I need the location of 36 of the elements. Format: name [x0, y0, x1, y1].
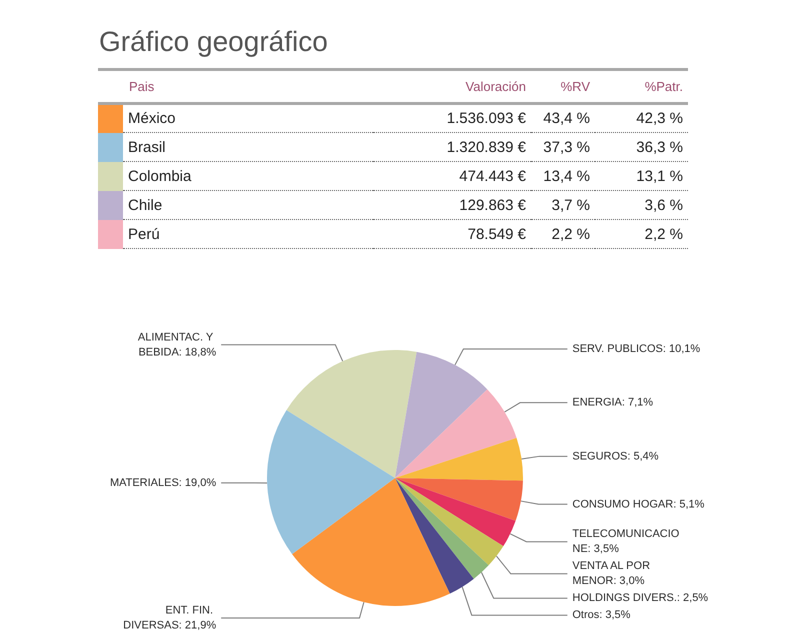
data-label: 129.863 € — [373, 190, 531, 220]
data-label: 42,3 % — [595, 104, 688, 132]
slice-label: HOLDINGS DIVERS.: 2,5% — [572, 592, 708, 604]
slice-label: SEGUROS: 5,4% — [572, 450, 659, 462]
slice-label: ENT. FIN. DIVERSAS: 21,9% — [123, 604, 216, 632]
category-label: Brasil — [123, 132, 373, 162]
slice-label: ALIMENTAC. Y BEBIDA: 18,8% — [138, 331, 216, 358]
text: %RV — [560, 78, 591, 96]
slice-label: VENTA AL POR MENOR: 3,0% — [572, 560, 654, 588]
slice-label: CONSUMO HOGAR: 5,1% — [572, 498, 705, 510]
text: Gráfico geográfico — [99, 25, 328, 59]
slice-label: TELECOMUNICACIONE: 3,5% — [572, 528, 680, 556]
category-label: Chile — [123, 190, 373, 220]
slice-label: Otros: 3,5% — [572, 609, 631, 622]
data-label: 78.549 € — [373, 220, 531, 248]
data-label: 1.536.093 € — [373, 104, 531, 132]
text: Valoración — [464, 78, 527, 96]
legend-title: Pais — [128, 78, 156, 96]
data-label: 36,3 % — [595, 132, 688, 162]
data-label: 2,2 % — [531, 220, 595, 248]
data-label: 43,4 % — [531, 104, 595, 132]
data-label: 1.320.839 € — [373, 132, 531, 162]
data-label: 13,4 % — [531, 162, 595, 190]
category-label: México — [123, 104, 373, 132]
text: %Patr. — [644, 78, 684, 96]
category-label: Perú — [123, 220, 373, 248]
data-label: 474.443 € — [373, 162, 531, 190]
slice-label: MATERIALES: 19,0% — [110, 476, 216, 489]
slice-label: ENERGIA: 7,1% — [572, 396, 654, 409]
data-label: 2,2 % — [595, 220, 688, 248]
data-label: 3,7 % — [531, 190, 595, 220]
data-label: 13,1 % — [595, 162, 688, 190]
data-label: 37,3 % — [531, 132, 595, 162]
data-label: 3,6 % — [595, 190, 688, 220]
category-label: Colombia — [123, 162, 373, 190]
slice-label: SERV. PUBLICOS: 10,1% — [572, 343, 700, 356]
